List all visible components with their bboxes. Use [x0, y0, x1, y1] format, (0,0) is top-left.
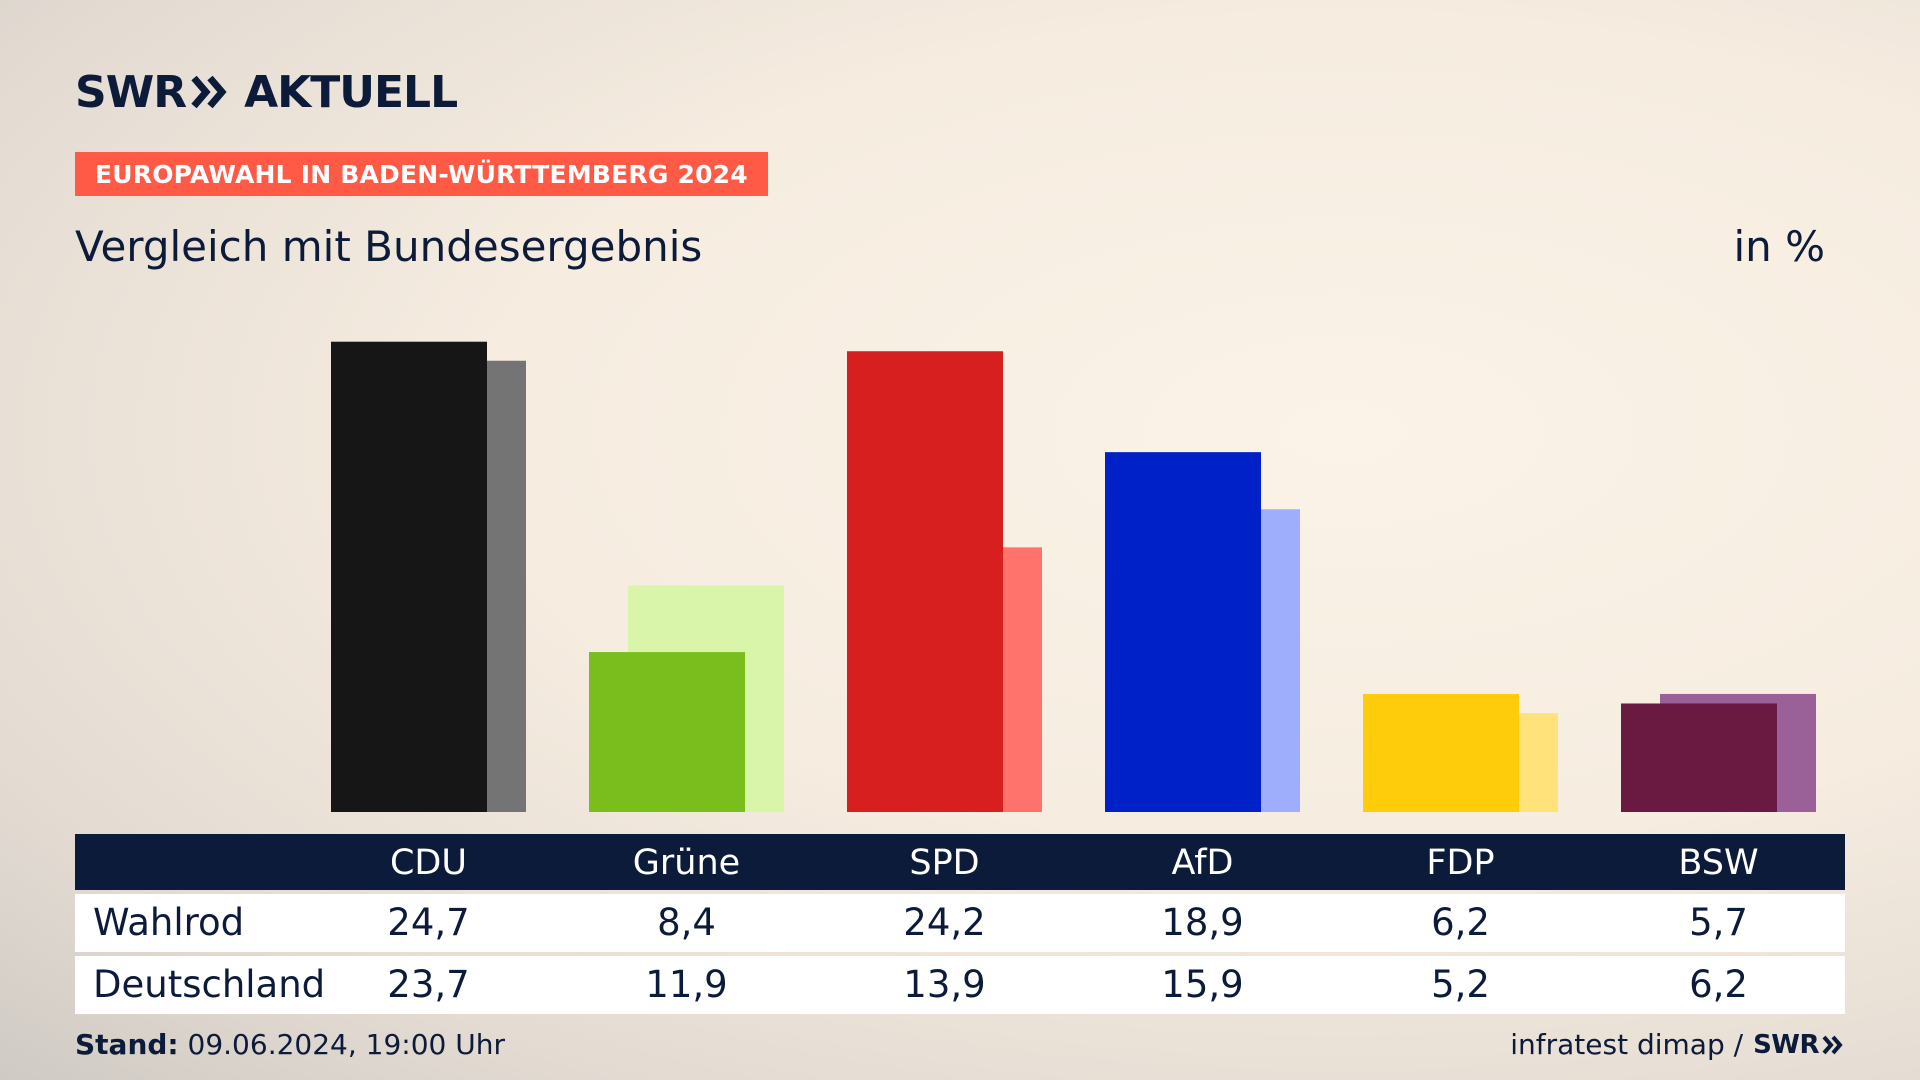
table-row-wahlrod: Wahlrod 24,7 8,4 24,2 18,9 6,2 5,7 — [75, 894, 1845, 952]
footer-chevron-icon — [1822, 1035, 1843, 1054]
row-label-wahlrod: Wahlrod — [93, 901, 245, 944]
table-header: CDU Grüne SPD AfD FDP BSW — [75, 834, 1845, 890]
stand-label: Stand: — [75, 1028, 179, 1061]
value-wahlrod-bsw: 5,7 — [1689, 901, 1748, 944]
double-chevron-icon — [191, 75, 227, 109]
value-wahlrod-afd: 18,9 — [1161, 901, 1244, 944]
header-fdp: FDP — [1426, 843, 1495, 883]
header-spd: SPD — [909, 843, 980, 883]
value-wahlrod-gruene: 8,4 — [657, 901, 716, 944]
results-table: CDU Grüne SPD AfD FDP BSW Wahlrod 24,7 8,4 24,2… — [75, 834, 1845, 1014]
bar-wahlrod-fdp — [1363, 693, 1519, 812]
bar-wahlrod-spd — [847, 351, 1003, 812]
stand-value: 09.06.2024, 19:00 Uhr — [187, 1028, 505, 1061]
swr-aktuell-logo: SWR AKTUELL — [75, 66, 458, 118]
bar-wahlrod-afd — [1105, 452, 1261, 812]
value-deutschland-gruene: 11,9 — [645, 963, 728, 1006]
row-label-deutschland: Deutschland — [93, 963, 326, 1006]
logo-aktuell-text: AKTUELL — [244, 66, 458, 118]
header-cdu: CDU — [389, 843, 467, 883]
election-banner: EUROPAWAHL IN BADEN-WÜRTTEMBERG 2024 — [75, 152, 768, 196]
bar-wahlrod-gruene — [589, 652, 745, 812]
header-afd: AfD — [1171, 843, 1234, 883]
value-deutschland-spd: 13,9 — [903, 963, 986, 1006]
header-gruene: Grüne — [632, 843, 741, 883]
value-deutschland-cdu: 23,7 — [387, 963, 470, 1006]
bar-wahlrod-bsw — [1621, 703, 1777, 812]
footer-swr-logo: SWR — [1753, 1029, 1819, 1060]
value-wahlrod-spd: 24,2 — [903, 901, 986, 944]
table-row-deutschland: Deutschland 23,7 11,9 13,9 15,9 5,2 6,2 — [75, 956, 1845, 1014]
unit-label: in % — [1733, 222, 1825, 271]
bar-wahlrod-cdu — [331, 341, 487, 812]
value-wahlrod-cdu: 24,7 — [387, 901, 470, 944]
value-deutschland-bsw: 6,2 — [1689, 963, 1748, 1006]
value-deutschland-fdp: 5,2 — [1431, 963, 1490, 1006]
chart-subtitle: Vergleich mit Bundesergebnis — [75, 222, 703, 271]
footer-source: infratest dimap / SWR — [1510, 1028, 1845, 1061]
header-bsw: BSW — [1678, 843, 1759, 883]
value-wahlrod-fdp: 6,2 — [1431, 901, 1490, 944]
value-deutschland-afd: 15,9 — [1161, 963, 1244, 1006]
bar-chart — [331, 341, 1816, 812]
footer-stand: Stand: 09.06.2024, 19:00 Uhr — [75, 1028, 505, 1061]
source-text: infratest dimap / — [1510, 1028, 1744, 1061]
logo-swr-text: SWR — [75, 66, 187, 118]
